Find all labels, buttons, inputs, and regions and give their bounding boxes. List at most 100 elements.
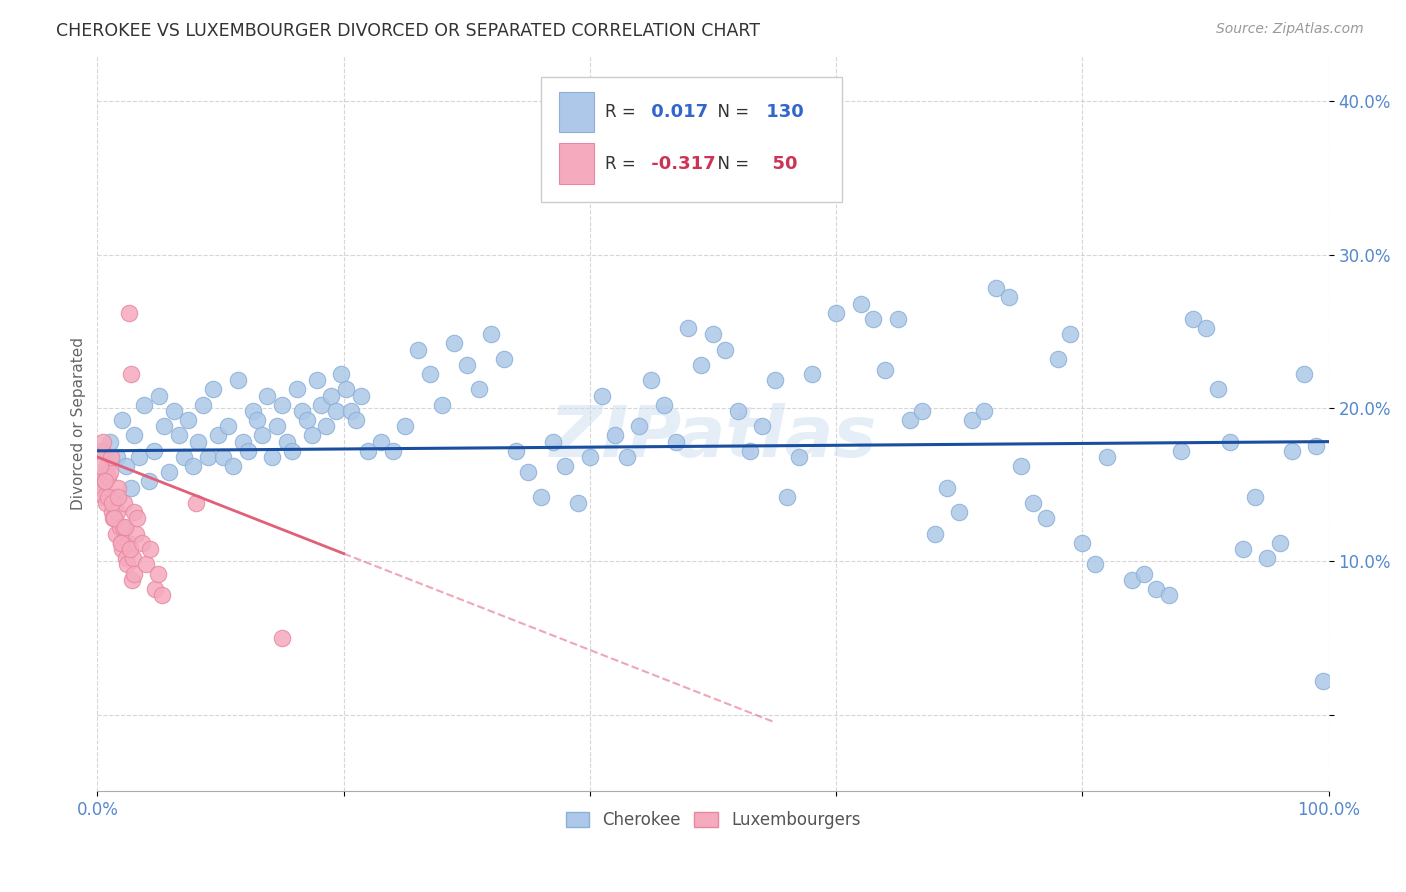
Point [94,475,117,489]
Point [110,536,132,550]
Point [271,398,294,412]
Point [973,404,995,418]
Point [252,428,274,442]
Point [122,551,145,566]
Point [167,428,190,442]
Point [138,541,160,556]
Point [143,582,166,596]
Point [93,490,115,504]
Legend: Cherokee, Luxembourgers: Cherokee, Luxembourgers [560,805,868,836]
Point [122,505,145,519]
Point [212,450,235,464]
Text: ZIPatlas: ZIPatlas [550,403,877,473]
Point [120,481,142,495]
Point [177,413,200,427]
Point [1046,351,1069,366]
Point [217,419,239,434]
Point [193,398,215,412]
Point [430,398,453,412]
Point [157,465,180,479]
Point [541,434,564,449]
Point [232,434,254,449]
Point [121,573,143,587]
Point [291,404,314,418]
Point [183,459,205,474]
Point [1133,566,1156,581]
Point [135,558,157,572]
Text: CHEROKEE VS LUXEMBOURGER DIVORCED OR SEPARATED CORRELATION CHART: CHEROKEE VS LUXEMBOURGER DIVORCED OR SEP… [56,22,761,40]
Point [100,496,122,510]
Point [640,373,662,387]
Point [91,443,114,458]
Point [153,419,176,434]
Point [103,511,125,525]
FancyBboxPatch shape [560,144,593,184]
Point [751,419,773,434]
Point [787,450,810,464]
Point [91,443,114,458]
Point [94,496,117,510]
Point [492,351,515,366]
Point [124,566,146,581]
Point [184,496,207,510]
Point [112,520,135,534]
Point [266,419,288,434]
Point [652,398,675,412]
Point [325,404,347,418]
Point [1059,327,1081,342]
Text: N =: N = [707,155,749,173]
Point [100,450,122,464]
Point [330,367,353,381]
Point [91,434,114,449]
Point [197,450,219,464]
Point [406,343,429,357]
Point [825,306,848,320]
Point [90,481,112,495]
Point [118,541,141,556]
Point [96,459,118,474]
Point [1281,443,1303,458]
Point [727,404,749,418]
Point [105,450,128,464]
Point [114,520,136,534]
Point [256,389,278,403]
Point [187,434,209,449]
Point [114,496,136,510]
Point [131,536,153,550]
Point [202,383,225,397]
Text: N =: N = [707,103,749,120]
Point [924,526,946,541]
Point [120,367,142,381]
Point [689,358,711,372]
Point [849,296,872,310]
Point [271,631,294,645]
Point [554,459,576,474]
Point [104,490,127,504]
Point [911,404,934,418]
Point [321,389,343,403]
Point [93,475,115,489]
FancyBboxPatch shape [541,78,842,202]
Point [173,450,195,464]
Point [295,413,318,427]
Point [960,413,983,427]
Point [1244,490,1267,504]
Point [1084,558,1107,572]
Text: R =: R = [605,155,636,173]
Point [381,443,404,458]
Text: -0.317: -0.317 [645,155,716,173]
Point [678,321,700,335]
Point [579,450,602,464]
Point [1312,673,1334,688]
Point [567,496,589,510]
Point [1268,536,1291,550]
Point [1157,588,1180,602]
Point [118,306,141,320]
Point [262,450,284,464]
Point [340,404,363,418]
Text: 50: 50 [759,155,797,173]
Point [628,419,651,434]
Point [98,434,121,449]
Point [357,443,380,458]
Point [124,526,146,541]
